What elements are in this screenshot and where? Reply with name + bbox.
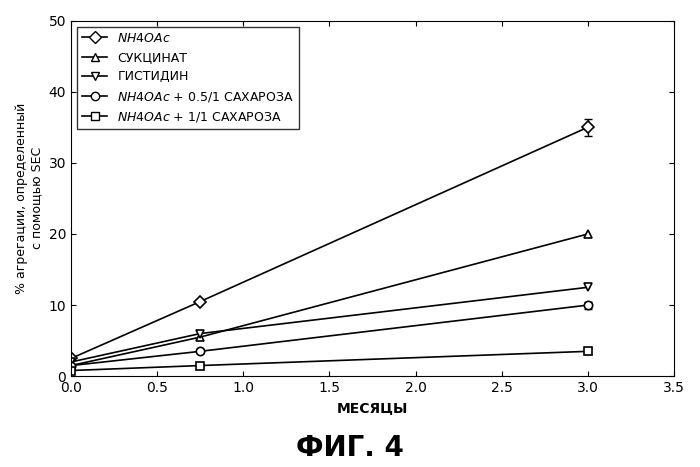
Text: ФИГ. 4: ФИГ. 4 [296, 434, 404, 462]
Y-axis label: % агрегации, определенный
с помощью SEC: % агрегации, определенный с помощью SEC [15, 103, 43, 294]
X-axis label: МЕСЯЦЫ: МЕСЯЦЫ [337, 401, 408, 415]
Legend: $\it{NH4OAc}$, СУКЦИНАТ, ГИСТИДИН, $\it{NH4OAc}$ + 0.5/1 САХАРОЗА, $\it{NH4OAc}$: $\it{NH4OAc}$, СУКЦИНАТ, ГИСТИДИН, $\it{… [77, 27, 299, 129]
